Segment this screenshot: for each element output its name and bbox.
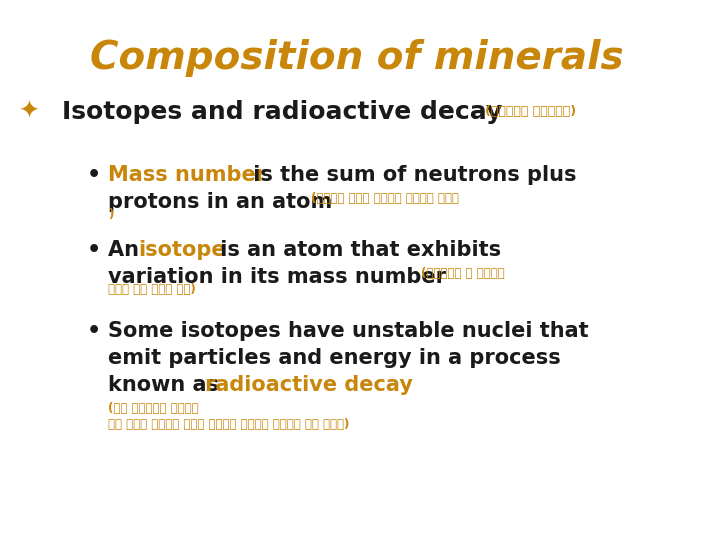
Text: Isotopes and radioactive decay: Isotopes and radioactive decay <box>62 99 502 124</box>
Text: protons in an atom: protons in an atom <box>108 192 332 212</box>
Text: radioactive decay: radioactive decay <box>204 375 413 395</box>
Text: variation in its mass number: variation in its mass number <box>108 267 446 287</box>
Text: (동위원소는 그 질량만이: (동위원소는 그 질량만이 <box>420 267 505 280</box>
Text: 다양한 값을 보이는 원자): 다양한 값을 보이는 원자) <box>108 284 196 296</box>
Text: Composition of minerals: Composition of minerals <box>90 39 624 77</box>
Text: (동위원소와 방사성붕괴): (동위원소와 방사성붕괴) <box>485 105 576 118</box>
Text: ✦: ✦ <box>19 99 40 124</box>
Text: •: • <box>86 165 101 185</box>
Text: (질량수는 원자의 양성자와 중성자를 더한수: (질량수는 원자의 양성자와 중성자를 더한수 <box>311 192 459 205</box>
Text: 과로 알려진 과정에서 입자와 에너지를 방출하여 불안정한 핵을 갖는다): 과로 알려진 과정에서 입자와 에너지를 방출하여 불안정한 핵을 갖는다) <box>108 418 349 431</box>
Text: emit particles and energy in a process: emit particles and energy in a process <box>108 348 561 368</box>
Text: is the sum of neutrons plus: is the sum of neutrons plus <box>246 165 577 185</box>
Text: ): ) <box>108 208 113 221</box>
Text: An: An <box>108 240 146 260</box>
Text: (어떤 동위원소는 방사성붕: (어떤 동위원소는 방사성붕 <box>108 402 199 415</box>
Text: •: • <box>86 240 101 260</box>
Text: isotope: isotope <box>138 240 226 260</box>
Text: Some isotopes have unstable nuclei that: Some isotopes have unstable nuclei that <box>108 321 589 341</box>
Text: is an atom that exhibits: is an atom that exhibits <box>212 240 500 260</box>
Text: •: • <box>86 321 101 341</box>
Text: Mass number: Mass number <box>108 165 266 185</box>
Text: known as: known as <box>108 375 226 395</box>
